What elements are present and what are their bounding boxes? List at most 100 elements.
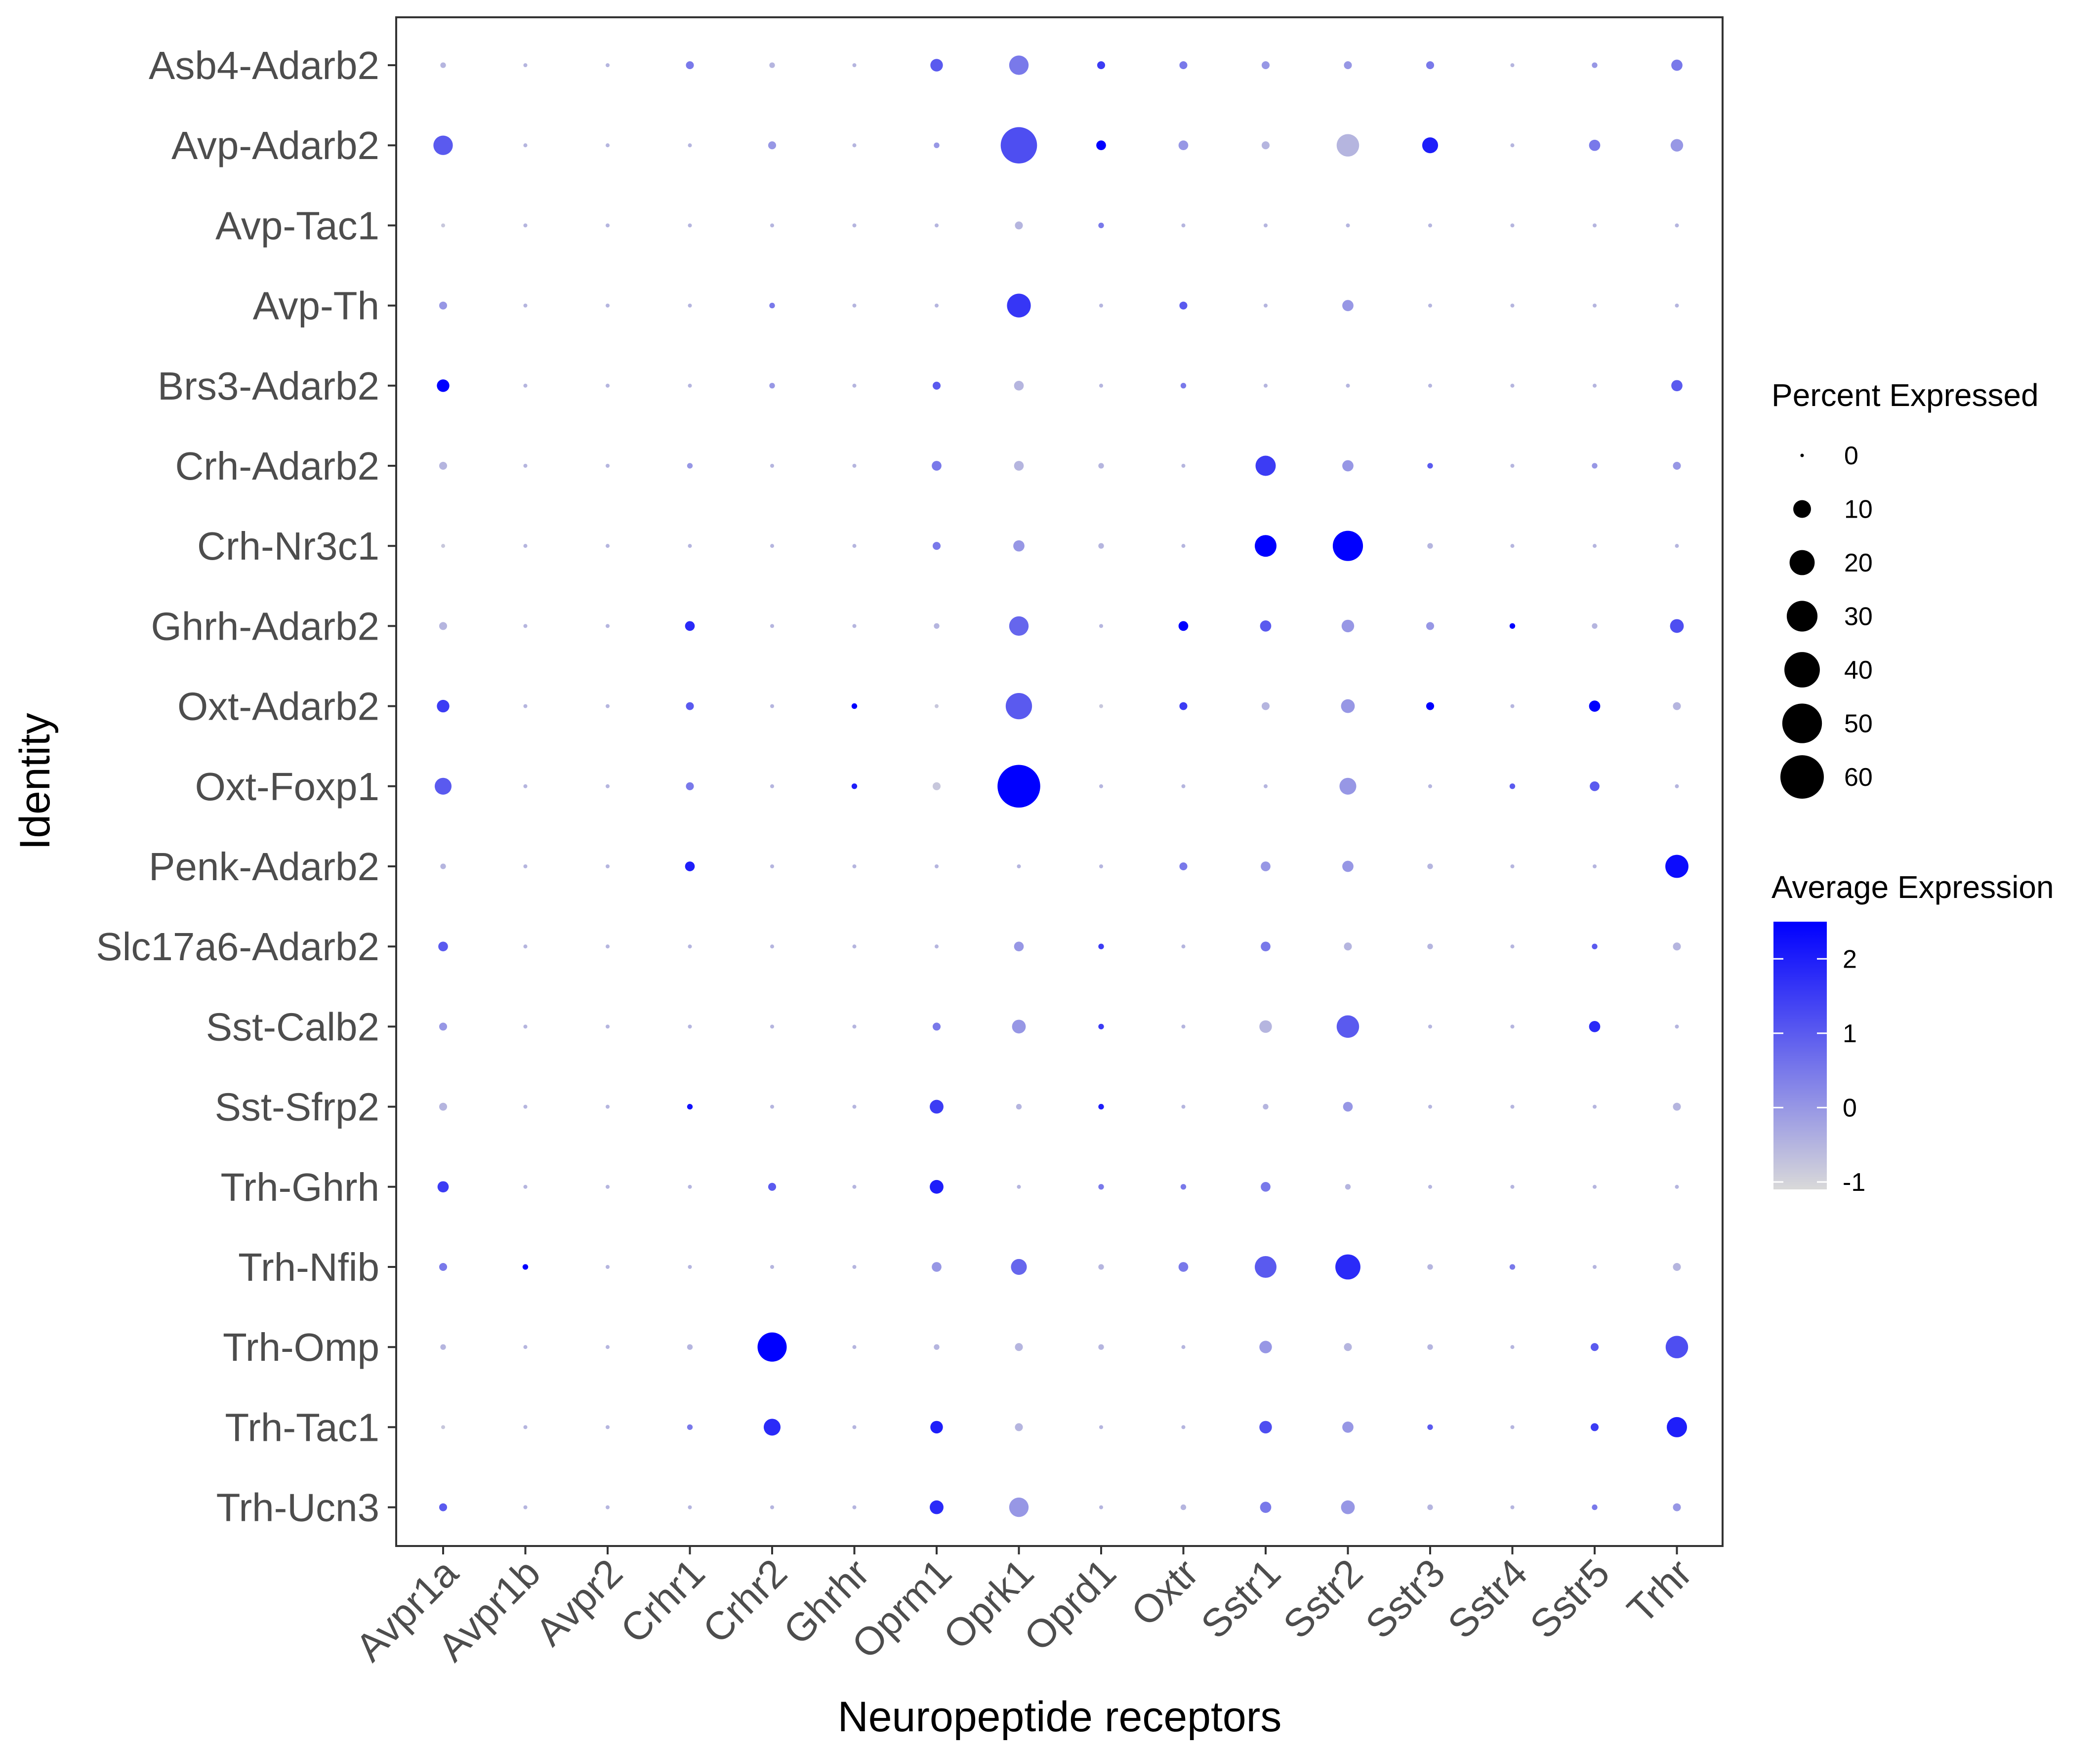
dot-Penk-Adarb2-Sstr1: [1261, 861, 1271, 871]
dot-Ghrh-Adarb2-Avpr1b: [523, 624, 528, 628]
dot-Slc17a6-Adarb2-Avpr1b: [523, 944, 528, 949]
dot-Crh-Nr3c1-Sstr4: [1510, 544, 1515, 548]
dot-Sst-Sfrp2-Trhr: [1673, 1102, 1681, 1111]
dot-Crh-Adarb2-Sstr1: [1255, 455, 1276, 476]
dot-Avp-Th-Oprd1: [1099, 303, 1104, 308]
dot-Crh-Nr3c1-Avpr2: [605, 544, 610, 548]
y-axis: Asb4-Adarb2 Avp-Adarb2 Avp-Tac1 Avp-Th Brs3-…: [96, 43, 396, 1530]
dot-Oxt-Foxp1-Avpr1a: [434, 777, 452, 795]
dot-Brs3-Adarb2-Crhr1: [688, 383, 692, 388]
dot-Crh-Adarb2-Oxtr: [1181, 463, 1186, 468]
y-tick-label: Penk-Adarb2: [149, 845, 379, 889]
dot-Trh-Tac1-Sstr1: [1259, 1421, 1272, 1434]
dot-Avp-Th-Sstr2: [1342, 300, 1354, 311]
dot-Brs3-Adarb2-Sstr2: [1346, 383, 1350, 388]
dot-Trh-Tac1-Ghrhr: [852, 1425, 857, 1429]
dot-Crh-Nr3c1-Avpr1a: [441, 544, 446, 548]
dot-Trh-Nfib-Avpr2: [605, 1264, 610, 1269]
dot-Brs3-Adarb2-Sstr1: [1263, 383, 1268, 388]
dot-Avp-Adarb2-Sstr2: [1336, 134, 1359, 157]
dot-Trh-Ucn3-Trhr: [1673, 1503, 1681, 1511]
dot-Brs3-Adarb2-Avpr1b: [523, 383, 528, 388]
dot-Crh-Nr3c1-Sstr3: [1427, 543, 1433, 549]
dot-Penk-Adarb2-Sstr2: [1342, 860, 1354, 872]
dot-Trh-Omp-Trhr: [1665, 1336, 1688, 1358]
dot-Trh-Ghrh-Oprd1: [1098, 1184, 1104, 1190]
dot-Trh-Ucn3-Avpr1b: [523, 1505, 528, 1509]
dot-Oxt-Adarb2-Trhr: [1673, 702, 1681, 710]
dot-Trh-Tac1-Crhr2: [763, 1419, 781, 1436]
dot-Avp-Tac1-Oprk1: [1015, 221, 1023, 230]
dot-Trh-Nfib-Oprd1: [1098, 1264, 1104, 1270]
dot-Slc17a6-Adarb2-Sstr5: [1592, 943, 1598, 949]
dot-Oxt-Adarb2-Sstr5: [1589, 700, 1601, 712]
dot-Avp-Tac1-Oprm1: [934, 223, 939, 228]
dot-Avp-Adarb2-Trhr: [1670, 139, 1684, 152]
dot-Avp-Tac1-Sstr1: [1263, 223, 1268, 228]
y-axis-title: Identity: [11, 713, 59, 850]
dot-Avp-Th-Crhr1: [688, 303, 692, 308]
size-legend-dot: [1789, 550, 1815, 575]
dot-Trh-Tac1-Sstr3: [1427, 1424, 1433, 1430]
dot-Avp-Adarb2-Oxtr: [1178, 140, 1189, 151]
dot-Sst-Calb2-Sstr5: [1589, 1021, 1601, 1032]
dot-Brs3-Adarb2-Oprm1: [932, 381, 941, 390]
dot-Sst-Calb2-Avpr1b: [523, 1024, 528, 1029]
dot-Brs3-Adarb2-Sstr4: [1510, 383, 1515, 388]
dot-Oxt-Adarb2-Ghrhr: [851, 703, 858, 709]
dot-Trh-Ucn3-Oprd1: [1099, 1505, 1104, 1509]
color-legend-bar: [1773, 922, 1827, 1189]
size-legend-label: 20: [1844, 549, 1873, 577]
dot-Slc17a6-Adarb2-Ghrhr: [852, 944, 857, 949]
dot-Avp-Th-Avpr2: [605, 303, 610, 308]
dot-Avp-Tac1-Sstr2: [1346, 223, 1350, 228]
dot-Slc17a6-Adarb2-Oprm1: [934, 944, 939, 949]
y-tick-label: Sst-Sfrp2: [215, 1085, 379, 1129]
dot-Trh-Omp-Sstr2: [1344, 1343, 1352, 1351]
dot-Trh-Omp-Oprd1: [1098, 1344, 1104, 1350]
dot-Oxt-Adarb2-Sstr1: [1261, 702, 1270, 710]
dot-Sst-Calb2-Sstr4: [1510, 1024, 1515, 1029]
y-tick-label: Sst-Calb2: [206, 1005, 379, 1049]
dot-Brs3-Adarb2-Avpr1a: [437, 379, 450, 392]
dot-Sst-Calb2-Crhr2: [770, 1024, 775, 1029]
dot-Oxt-Adarb2-Crhr1: [686, 702, 694, 710]
dot-Oxt-Adarb2-Sstr3: [1426, 702, 1435, 710]
dot-Avp-Adarb2-Avpr2: [605, 143, 610, 148]
dot-Trh-Tac1-Oprk1: [1015, 1423, 1023, 1431]
dot-Avp-Tac1-Avpr1b: [523, 223, 528, 228]
dot-Penk-Adarb2-Crhr1: [685, 861, 695, 871]
dot-Avp-Th-Oxtr: [1179, 301, 1188, 310]
dot-Trh-Tac1-Crhr1: [687, 1424, 693, 1430]
dot-Trh-Ghrh-Oxtr: [1180, 1184, 1187, 1190]
dot-Slc17a6-Adarb2-Sstr2: [1344, 942, 1352, 951]
dot-Asb4-Adarb2-Sstr2: [1344, 61, 1352, 70]
dot-Asb4-Adarb2-Oprd1: [1097, 61, 1106, 70]
dot-Trh-Nfib-Sstr4: [1509, 1264, 1516, 1270]
dot-Crh-Adarb2-Sstr2: [1342, 460, 1354, 472]
dot-Avp-Th-Sstr4: [1510, 303, 1515, 308]
dot-Crh-Adarb2-Avpr1b: [523, 463, 528, 468]
dot-Trh-Tac1-Sstr2: [1342, 1422, 1354, 1433]
size-legend-dot: [1780, 755, 1824, 799]
dot-Crh-Nr3c1-Oprk1: [1013, 540, 1025, 552]
dot-Avp-Tac1-Crhr2: [770, 223, 775, 228]
dot-Ghrh-Adarb2-Oprd1: [1099, 624, 1104, 628]
dot-Crh-Nr3c1-Avpr1b: [523, 544, 528, 548]
size-legend: Percent Expressed 0 10 20 30 40 50 60: [1771, 377, 2039, 799]
dot-Oxt-Adarb2-Sstr4: [1510, 704, 1515, 708]
dot-Asb4-Adarb2-Crhr1: [686, 61, 694, 70]
y-tick-label: Oxt-Adarb2: [177, 685, 379, 729]
dot-Trh-Ghrh-Sstr3: [1428, 1184, 1433, 1189]
dot-Slc17a6-Adarb2-Trhr: [1673, 942, 1681, 951]
dot-Trh-Nfib-Sstr5: [1592, 1264, 1597, 1269]
dot-Crh-Adarb2-Avpr1a: [439, 461, 448, 470]
dot-Brs3-Adarb2-Sstr3: [1428, 383, 1433, 388]
dot-Oxt-Adarb2-Oprd1: [1099, 704, 1104, 708]
dot-Asb4-Adarb2-Oprk1: [1009, 55, 1029, 75]
dot-Oxt-Foxp1-Oprm1: [932, 782, 941, 790]
dot-Ghrh-Adarb2-Trhr: [1670, 619, 1684, 633]
dot-Trh-Tac1-Avpr1a: [441, 1425, 446, 1429]
dot-Crh-Adarb2-Ghrhr: [852, 463, 857, 468]
dot-Ghrh-Adarb2-Sstr5: [1592, 623, 1598, 629]
